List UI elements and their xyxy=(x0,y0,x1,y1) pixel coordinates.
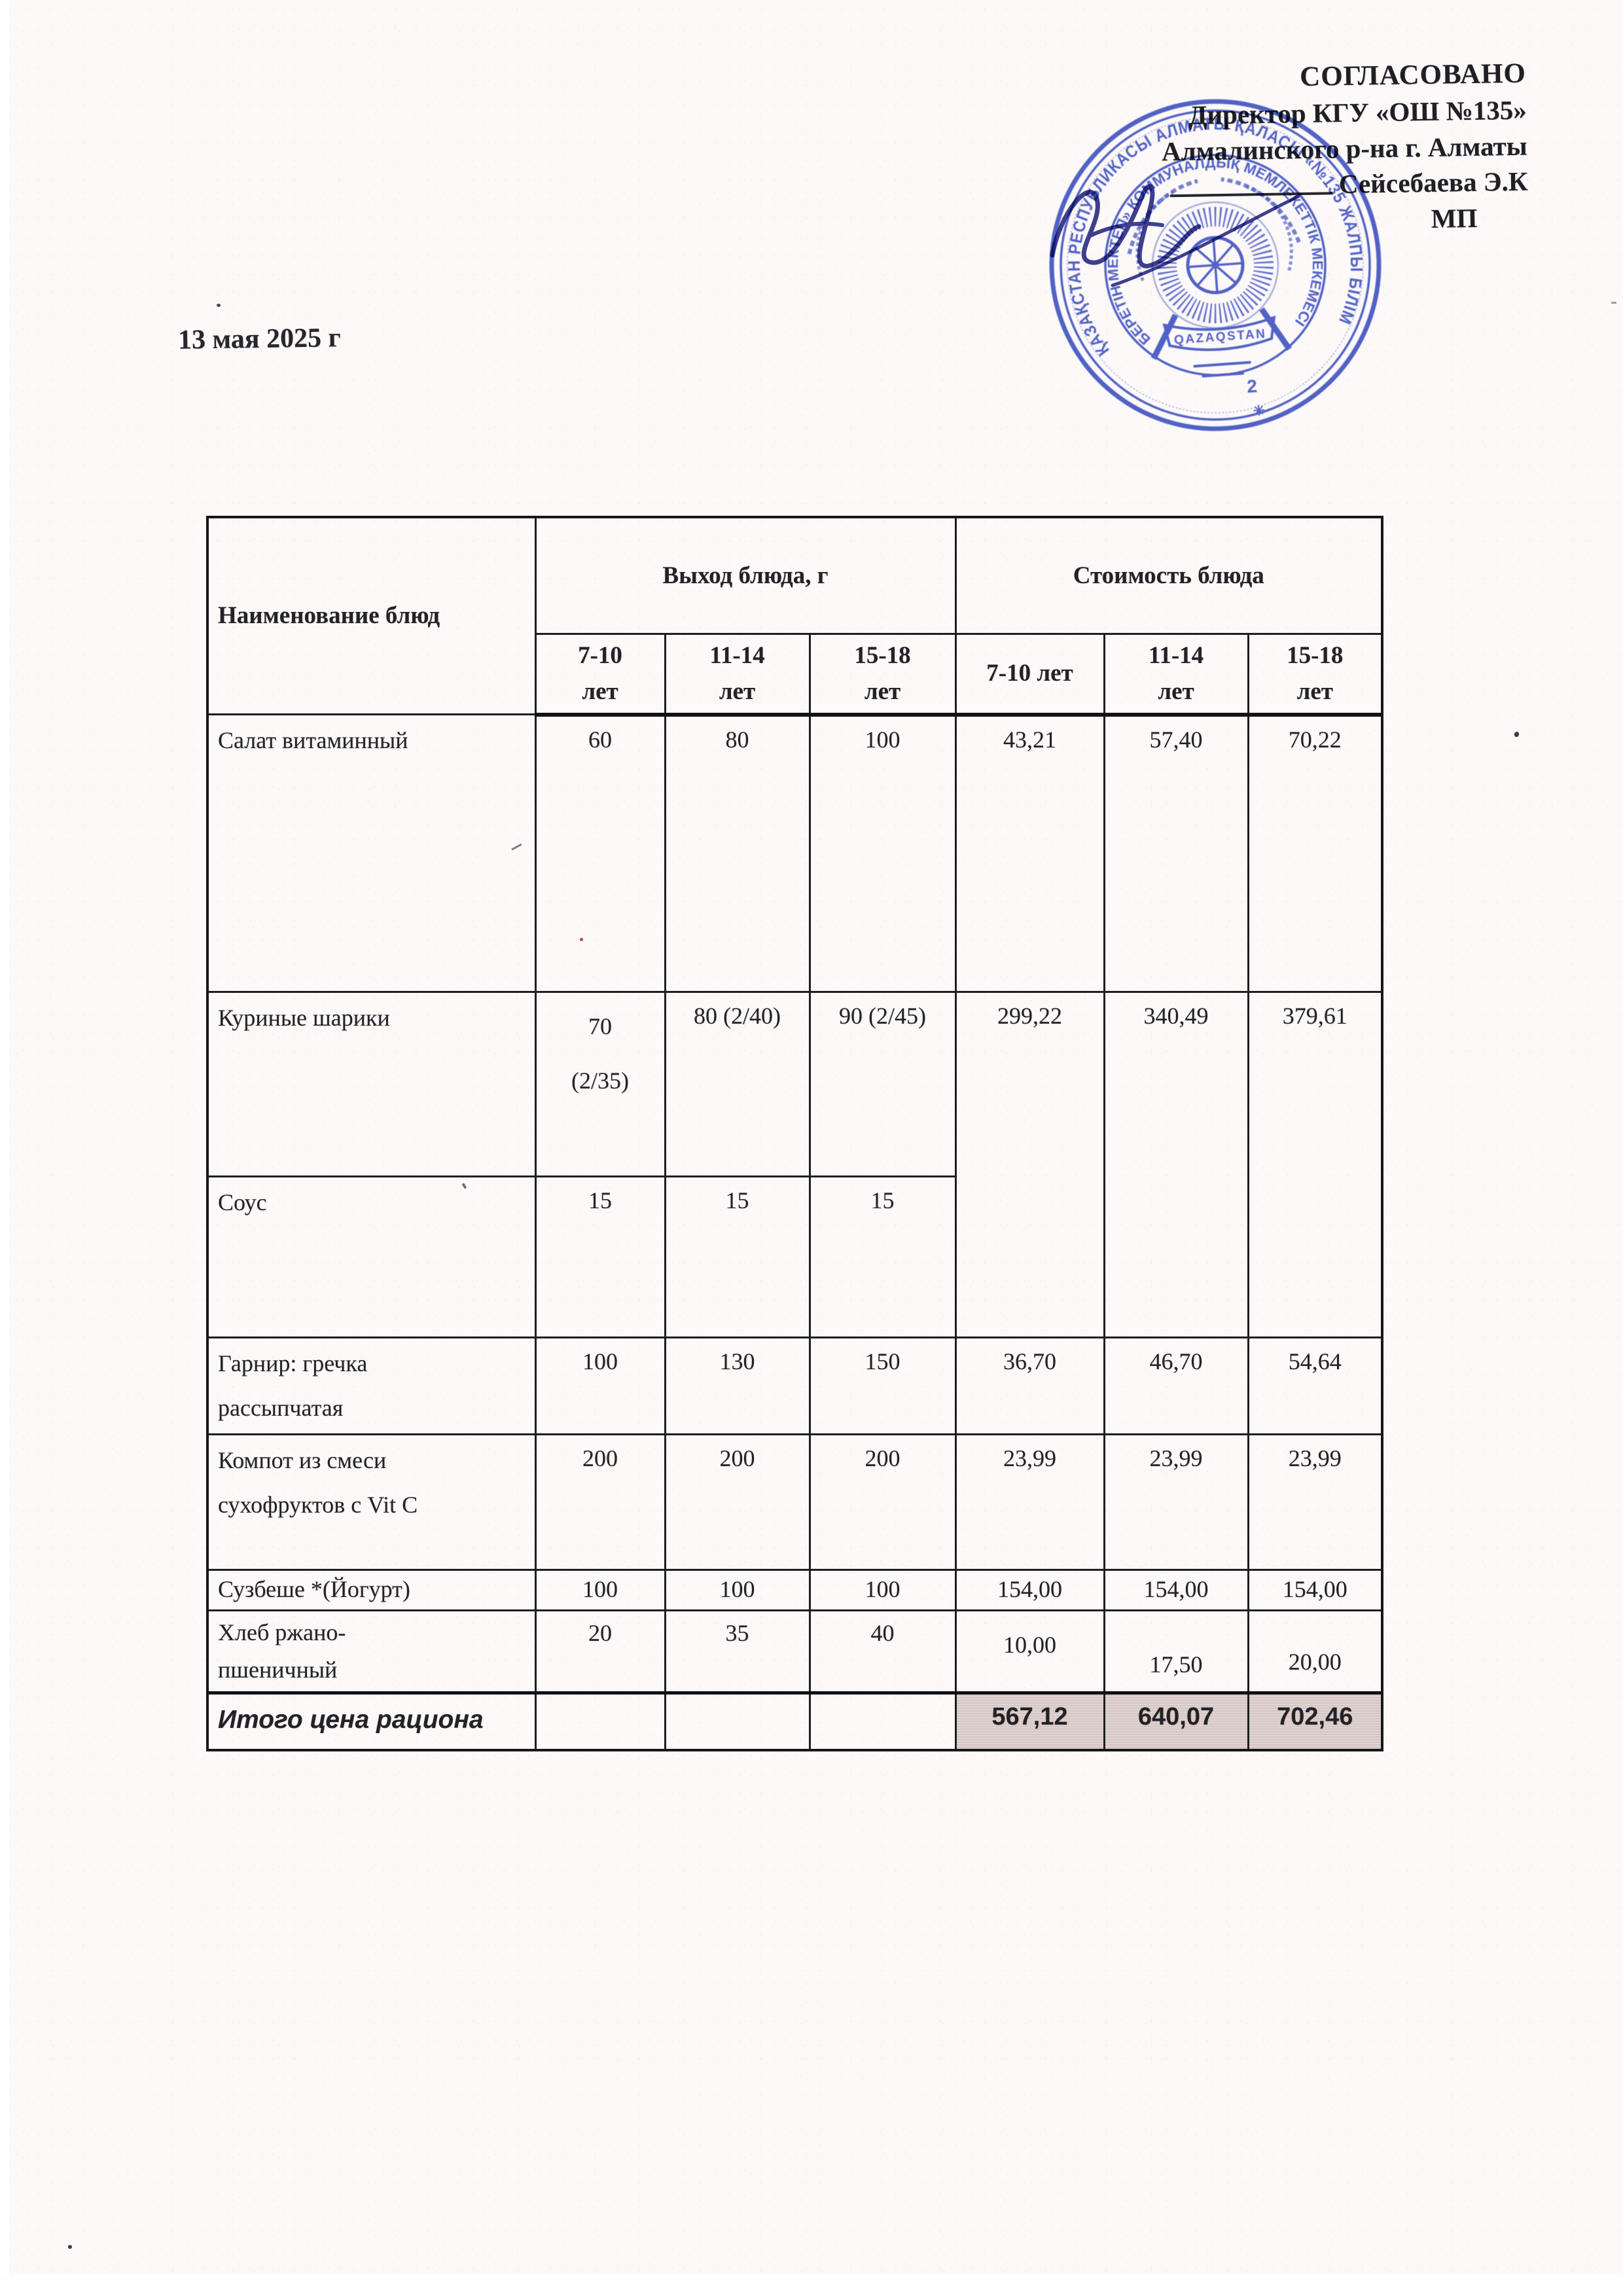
handwritten-signature xyxy=(1050,184,1300,287)
total-cost-11-14: 640,07 xyxy=(1103,1691,1249,1751)
menu-row-yogurt: Сузбеше *(Йогурт) 100 100 100 154,00 154… xyxy=(206,1568,1383,1611)
col-header-output-11-14: 11-14 лет xyxy=(664,632,811,717)
scan-edge-left xyxy=(0,0,9,2296)
col-header-cost-11-14: 11-14 лет xyxy=(1103,632,1249,717)
document-date: 13 мая 2025 г xyxy=(177,323,341,355)
output-15-18: 200 xyxy=(808,1433,957,1571)
cost-7-10: 23,99 xyxy=(954,1433,1105,1571)
dish-name: Куриные шарики xyxy=(206,991,537,1177)
output-15-18: 40 xyxy=(808,1609,957,1694)
menu-row-salad: Салат витаминный 60 80 100 43,21 57,40 7… xyxy=(206,713,1383,993)
dish-name: Соус xyxy=(206,1175,537,1338)
cost-value: 17,50 xyxy=(1149,1651,1203,1677)
dish-name: Компот из смеси сухофруктов с Vit C xyxy=(206,1433,537,1571)
output-7-10: 70 (2/35) xyxy=(534,991,666,1177)
cost-11-14: 46,70 xyxy=(1103,1336,1249,1435)
output-15-18: 100 xyxy=(808,713,957,993)
red-speck xyxy=(580,938,583,941)
cost-15-18: 54,64 xyxy=(1247,1336,1383,1435)
total-row: Итого цена рациона 567,12 640,07 702,46 xyxy=(206,1691,1383,1751)
empty-cell xyxy=(534,1691,666,1751)
official-round-stamp: ҚАЗАҚСТАН РЕСПУБЛИКАСЫ АЛМАТЫ ҚАЛАСЫ «№1… xyxy=(1049,99,1382,431)
ink-speck xyxy=(1513,731,1520,738)
header-row-groups: Наименование блюд Выход блюда, г Стоимос… xyxy=(206,516,1383,715)
cost-15-18: 23,99 xyxy=(1247,1433,1383,1571)
output-7-10: 20 xyxy=(534,1609,666,1694)
col-group-output: Выход блюда, г xyxy=(534,516,957,635)
output-7-10: 60 xyxy=(534,713,666,993)
output-7-10: 100 xyxy=(534,1336,666,1435)
edge-mark xyxy=(1611,302,1616,304)
output-11-14: 200 xyxy=(664,1433,811,1571)
cost-7-10: 154,00 xyxy=(954,1568,1105,1611)
cost-7-10: 299,22 xyxy=(954,991,1105,1338)
output-15-18: 15 xyxy=(808,1175,957,1338)
cost-15-18: 20,00 xyxy=(1247,1609,1383,1694)
menu-table: Наименование блюд Выход блюда, г Стоимос… xyxy=(206,516,1384,1752)
total-cost-7-10: 567,12 xyxy=(954,1691,1105,1751)
output-11-14: 100 xyxy=(664,1568,811,1611)
header-row-ages: 7-10 лет 11-14 лет 15-18 лет 7-10 лет 11… xyxy=(207,632,1383,717)
col-header-output-7-10: 7-10 лет xyxy=(534,632,666,717)
total-label: Итого цена рациона xyxy=(206,1691,537,1751)
output-11-14: 130 xyxy=(664,1336,811,1435)
col-header-dish-name: Наименование блюд xyxy=(206,516,537,715)
left-ribbon xyxy=(1150,314,1179,360)
output-11-14: 15 xyxy=(664,1175,811,1338)
col-header-output-15-18: 15-18 лет xyxy=(808,632,957,717)
stamp-star-icon: ✳ xyxy=(1253,402,1266,419)
output-7-10: 200 xyxy=(534,1433,666,1571)
right-ribbon xyxy=(1259,307,1292,351)
output-7-10: 15 xyxy=(534,1175,666,1338)
right-wing xyxy=(1221,177,1301,243)
menu-row-compote: Компот из смеси сухофруктов с Vit C 200 … xyxy=(206,1433,1383,1571)
scan-edge-bottom xyxy=(0,2275,1623,2296)
dish-name: Сузбеше *(Йогурт) xyxy=(206,1568,537,1611)
output-11-14: 80 xyxy=(664,713,811,993)
cost-15-18: 70,22 xyxy=(1247,713,1383,993)
menu-row-bread: Хлеб ржано- пшеничный 20 35 40 10,00 17,… xyxy=(206,1609,1383,1694)
empty-cell xyxy=(808,1691,957,1751)
banner xyxy=(1162,315,1276,351)
stamp-microtext-ring xyxy=(1067,117,1364,414)
cost-15-18: 379,61 xyxy=(1247,991,1383,1338)
output-15-18: 100 xyxy=(808,1568,957,1611)
menu-row-sauce: Соус 15 15 15 xyxy=(206,1175,1382,1338)
ink-speck xyxy=(217,304,221,307)
dish-name: Салат витаминный xyxy=(206,713,537,993)
cost-11-14: 340,49 xyxy=(1103,991,1249,1338)
ink-speck xyxy=(68,2245,72,2249)
cost-7-10: 36,70 xyxy=(954,1336,1105,1435)
output-15-18: 150 xyxy=(808,1336,957,1435)
dish-name: Хлеб ржано- пшеничный xyxy=(206,1609,537,1694)
output-11-14: 35 xyxy=(664,1609,811,1694)
output-15-18: 90 (2/45) xyxy=(808,991,957,1177)
cost-11-14: 57,40 xyxy=(1103,713,1249,993)
dish-name: Гарнир: гречка рассыпчатая xyxy=(206,1336,537,1435)
cost-value: 20,00 xyxy=(1288,1648,1342,1675)
left-wing xyxy=(1127,179,1198,255)
cost-11-14: 17,50 xyxy=(1103,1609,1249,1694)
col-group-cost: Стоимость блюда xyxy=(954,516,1383,635)
empty-cell xyxy=(664,1691,811,1751)
stamp-number: 2 xyxy=(1246,376,1258,397)
cost-7-10: 43,21 xyxy=(954,713,1105,993)
output-11-14: 80 (2/40) xyxy=(664,991,811,1177)
menu-row-chicken-balls: Куриные шарики 70 (2/35) 80 (2/40) 90 (2… xyxy=(206,991,1383,1338)
cost-11-14: 23,99 xyxy=(1103,1433,1249,1571)
total-cost-15-18: 702,46 xyxy=(1247,1691,1383,1751)
cost-15-18: 154,00 xyxy=(1247,1568,1383,1611)
cost-11-14: 154,00 xyxy=(1103,1568,1249,1611)
cost-value: 10,00 xyxy=(1003,1631,1057,1658)
output-7-10: 100 xyxy=(534,1568,666,1611)
col-header-cost-15-18: 15-18 лет xyxy=(1247,632,1383,717)
menu-row-garnish: Гарнир: гречка рассыпчатая 100 130 150 3… xyxy=(206,1336,1383,1435)
col-header-cost-7-10: 7-10 лет xyxy=(954,632,1105,717)
cost-7-10: 10,00 xyxy=(954,1609,1105,1694)
